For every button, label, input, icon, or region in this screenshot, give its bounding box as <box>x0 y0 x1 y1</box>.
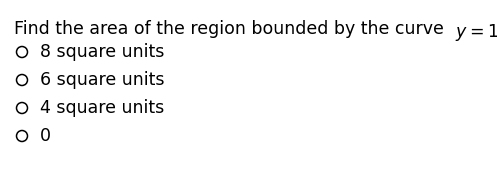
Text: Find the area of the region bounded by the curve: Find the area of the region bounded by t… <box>14 20 455 38</box>
Text: 8 square units: 8 square units <box>40 43 165 61</box>
Text: 4 square units: 4 square units <box>40 99 164 117</box>
Text: $y=1-\dfrac{1}{9}x^2$: $y=1-\dfrac{1}{9}x^2$ <box>455 16 497 51</box>
Text: 0: 0 <box>40 127 51 145</box>
Text: 6 square units: 6 square units <box>40 71 165 89</box>
